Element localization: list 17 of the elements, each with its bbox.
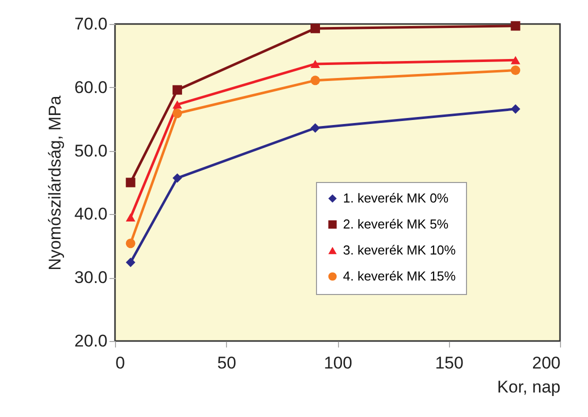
legend-label: 3. keverék MK 10%	[343, 242, 456, 258]
y-tick-label: 20.0	[74, 332, 108, 350]
x-tick-label: 0	[116, 354, 125, 372]
x-tick-label: 50	[217, 354, 236, 372]
x-tick-label: 150	[435, 354, 464, 372]
y-tick-label: 50.0	[74, 141, 108, 160]
legend-label: 1. keverék MK 0%	[343, 190, 449, 206]
y-tick-label: 60.0	[74, 78, 108, 97]
x-tick-label: 100	[324, 354, 352, 372]
legend-label: 2. keverék MK 5%	[343, 216, 449, 232]
x-tick-label: 200	[532, 354, 560, 372]
legend-label: 4. keverék MK 15%	[343, 268, 456, 284]
x-axis-title: Kor, nap	[497, 378, 560, 396]
y-tick-label: 40.0	[74, 204, 108, 224]
y-axis-title: Nyomószilárdság, MPa	[45, 95, 64, 270]
y-tick-label: 70.0	[74, 14, 108, 34]
y-tick-label: 30.0	[74, 268, 108, 288]
